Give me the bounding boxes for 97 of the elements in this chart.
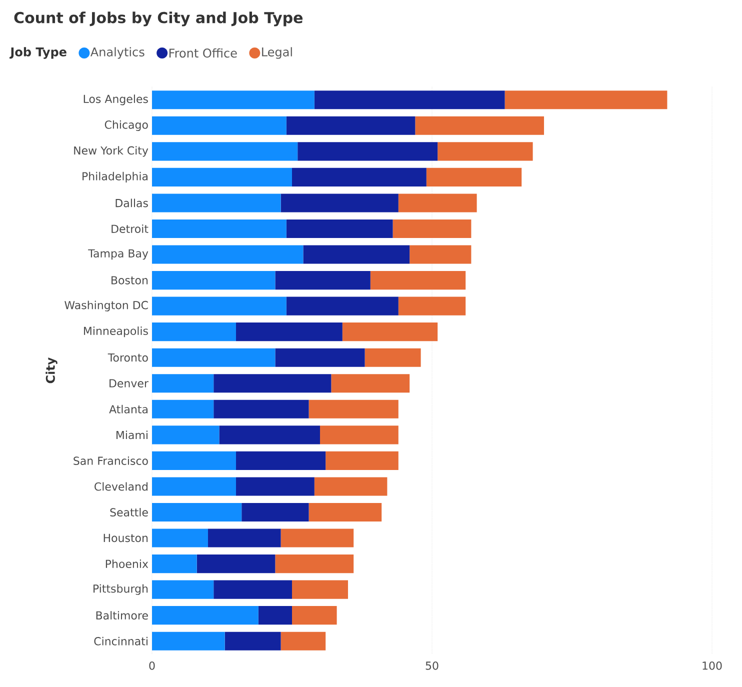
bar xyxy=(152,400,214,418)
bar xyxy=(208,528,281,548)
bar xyxy=(152,271,276,290)
y-tick-label: Phoenix xyxy=(106,560,148,568)
bar xyxy=(314,477,388,496)
y-tick-label: Dallas xyxy=(116,198,148,208)
bar xyxy=(286,296,398,316)
y-tick-label: Philadelphia xyxy=(82,172,148,183)
bar xyxy=(152,296,286,316)
bar xyxy=(398,296,466,316)
bar xyxy=(298,142,438,161)
bar xyxy=(152,374,214,393)
bar xyxy=(275,554,354,574)
bar xyxy=(275,348,365,367)
y-tick-label: Washington DC xyxy=(64,300,148,312)
bar xyxy=(152,502,242,522)
y-tick-label: Los Angeles xyxy=(84,94,148,106)
bar xyxy=(152,245,304,264)
bar xyxy=(331,374,410,393)
legend-label: Legal xyxy=(262,47,292,59)
y-tick-label: Chicago xyxy=(104,120,148,131)
bar xyxy=(152,142,298,161)
y-tick-label: Pittsburgh xyxy=(94,584,148,595)
legend-title: Job Type xyxy=(10,47,66,59)
bar xyxy=(152,348,276,367)
bar xyxy=(303,245,410,264)
bar xyxy=(370,271,466,290)
legend-label: Front Office xyxy=(169,48,237,58)
bar xyxy=(152,194,281,212)
bar xyxy=(326,451,398,470)
bar xyxy=(236,322,342,342)
bar xyxy=(152,116,286,135)
bar xyxy=(152,528,208,548)
x-tick-label: 0 xyxy=(149,662,155,670)
x-tick-label: 50 xyxy=(426,662,438,670)
y-tick-label: Seattle xyxy=(110,508,148,516)
bar xyxy=(392,219,472,238)
bar xyxy=(292,606,337,625)
bar xyxy=(308,502,382,522)
bar xyxy=(152,580,214,599)
y-tick-label: Houston xyxy=(104,534,148,542)
bar xyxy=(292,580,348,599)
bar xyxy=(410,245,472,264)
bar xyxy=(236,477,314,496)
y-tick-label: Miami xyxy=(116,430,148,440)
bar xyxy=(214,580,292,599)
bar xyxy=(152,451,236,470)
bar xyxy=(308,400,398,418)
bar xyxy=(275,271,370,290)
bar xyxy=(152,168,292,186)
bar xyxy=(242,502,309,522)
y-tick-label: Cincinnati xyxy=(94,636,148,646)
y-tick-label: Baltimore xyxy=(96,611,148,620)
y-tick-label: San Francisco xyxy=(74,456,148,465)
bar xyxy=(504,90,668,110)
bar xyxy=(152,219,286,238)
y-tick-label: Tampa Bay xyxy=(88,249,148,260)
bar xyxy=(415,116,544,135)
bar xyxy=(364,348,421,367)
bar xyxy=(152,554,197,574)
bar xyxy=(152,477,236,496)
bar xyxy=(280,528,354,548)
bar xyxy=(426,168,522,186)
bar xyxy=(342,322,438,342)
bar xyxy=(292,168,426,186)
y-axis-title: City xyxy=(46,357,58,384)
bar xyxy=(152,632,225,650)
bar xyxy=(152,426,220,444)
bar xyxy=(286,219,393,238)
bar xyxy=(219,426,320,444)
y-tick-label: Detroit xyxy=(112,224,148,233)
bar xyxy=(152,90,314,110)
bar xyxy=(286,116,416,135)
bar xyxy=(314,90,505,110)
bar xyxy=(152,322,236,342)
bar xyxy=(258,606,292,625)
bar xyxy=(196,554,276,574)
bar xyxy=(236,451,326,470)
bar xyxy=(320,426,398,444)
y-tick-label: Toronto xyxy=(108,354,148,362)
bar xyxy=(398,194,477,212)
bar xyxy=(438,142,533,161)
x-tick-label: 100 xyxy=(702,662,722,670)
legend-label: Analytics xyxy=(90,47,144,59)
y-tick-label: Denver xyxy=(110,379,148,388)
bar xyxy=(280,632,326,650)
bar xyxy=(224,632,281,650)
y-tick-label: Cleveland xyxy=(94,482,148,491)
y-tick-label: Boston xyxy=(112,276,148,284)
y-tick-label: Minneapolis xyxy=(84,326,148,338)
bar xyxy=(152,606,258,625)
y-tick-label: New York City xyxy=(74,146,148,157)
bar xyxy=(214,374,332,393)
bar xyxy=(214,400,309,418)
chart-title: Count of Jobs by City and Job Type xyxy=(14,12,303,26)
bar xyxy=(280,194,398,212)
y-tick-label: Atlanta xyxy=(109,404,148,414)
